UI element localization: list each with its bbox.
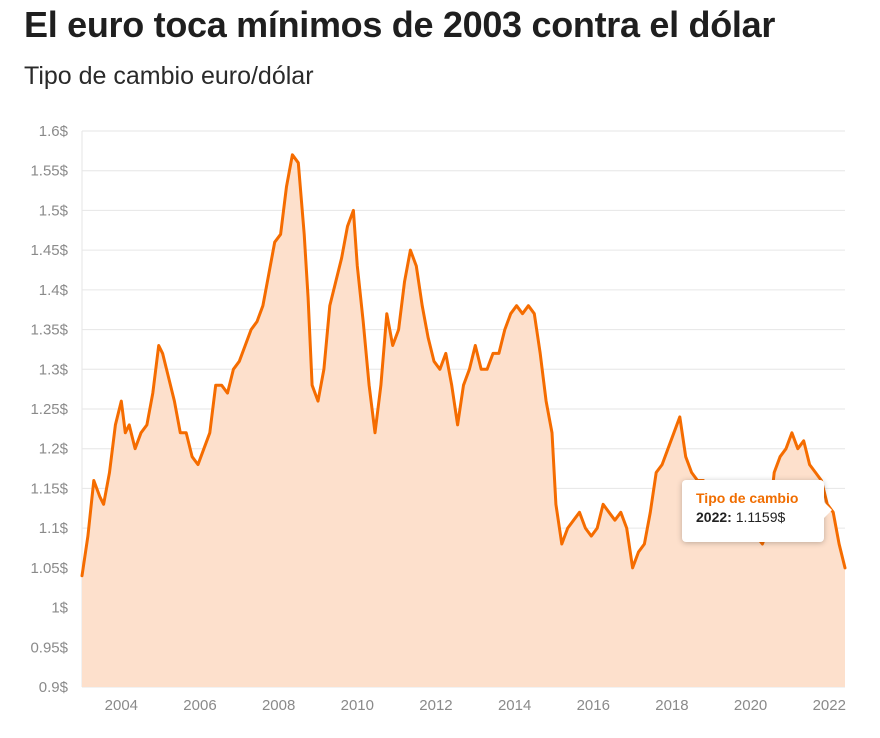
y-tick-label: 1.2$ bbox=[39, 441, 69, 458]
x-tick-label: 2014 bbox=[498, 697, 531, 714]
y-tick-label: 1.55$ bbox=[30, 163, 68, 180]
x-tick-label: 2022 bbox=[813, 697, 846, 714]
tooltip-year: 2022: bbox=[696, 509, 732, 525]
y-axis: 0.9$ 0.95$ 1$ 1.05$ 1.1$ 1.15$ 1.2$ 1.25$ 1.3$ 1.… bbox=[30, 123, 83, 696]
y-tick-label: 1.6$ bbox=[39, 123, 69, 140]
series-area bbox=[82, 154, 845, 688]
x-tick-label: 2018 bbox=[655, 697, 688, 714]
plot-area bbox=[80, 153, 847, 688]
x-tick-label: 2006 bbox=[183, 697, 216, 714]
x-axis: 2004 2006 2008 2010 2012 2014 2016 2018 2020 2022 bbox=[105, 697, 846, 714]
y-tick-label: 1.5$ bbox=[39, 202, 69, 219]
y-tick-label: 0.9$ bbox=[39, 679, 69, 696]
chart-subtitle: Tipo de cambio euro/dólar bbox=[24, 62, 314, 90]
x-tick-label: 2016 bbox=[577, 697, 610, 714]
y-tick-label: 1.1$ bbox=[39, 520, 69, 537]
y-tick-label: 1.45$ bbox=[30, 242, 68, 259]
y-tick-label: 1.15$ bbox=[30, 480, 68, 497]
x-tick-label: 2020 bbox=[734, 697, 767, 714]
y-tick-label: 1.4$ bbox=[39, 282, 69, 299]
y-tick-label: 1.3$ bbox=[39, 361, 69, 378]
x-tick-label: 2012 bbox=[419, 697, 452, 714]
x-tick-label: 2010 bbox=[341, 697, 374, 714]
x-tick-label: 2004 bbox=[105, 697, 138, 714]
tooltip-value: 1.1159$ bbox=[735, 509, 786, 525]
y-tick-label: 1.05$ bbox=[30, 560, 68, 577]
data-tooltip: Tipo de cambio 2022: 1.1159$ bbox=[682, 480, 832, 542]
y-tick-label: 0.95$ bbox=[30, 639, 68, 656]
chart-title: El euro toca mínimos de 2003 contra el d… bbox=[24, 4, 776, 45]
y-tick-label: 1.25$ bbox=[30, 401, 68, 418]
x-tick-label: 2008 bbox=[262, 697, 295, 714]
tooltip-series-name: Tipo de cambio bbox=[696, 490, 799, 506]
y-tick-label: 1.35$ bbox=[30, 322, 68, 339]
y-tick-label: 1$ bbox=[51, 600, 68, 617]
tooltip-value-line: 2022: 1.1159$ bbox=[696, 509, 824, 525]
